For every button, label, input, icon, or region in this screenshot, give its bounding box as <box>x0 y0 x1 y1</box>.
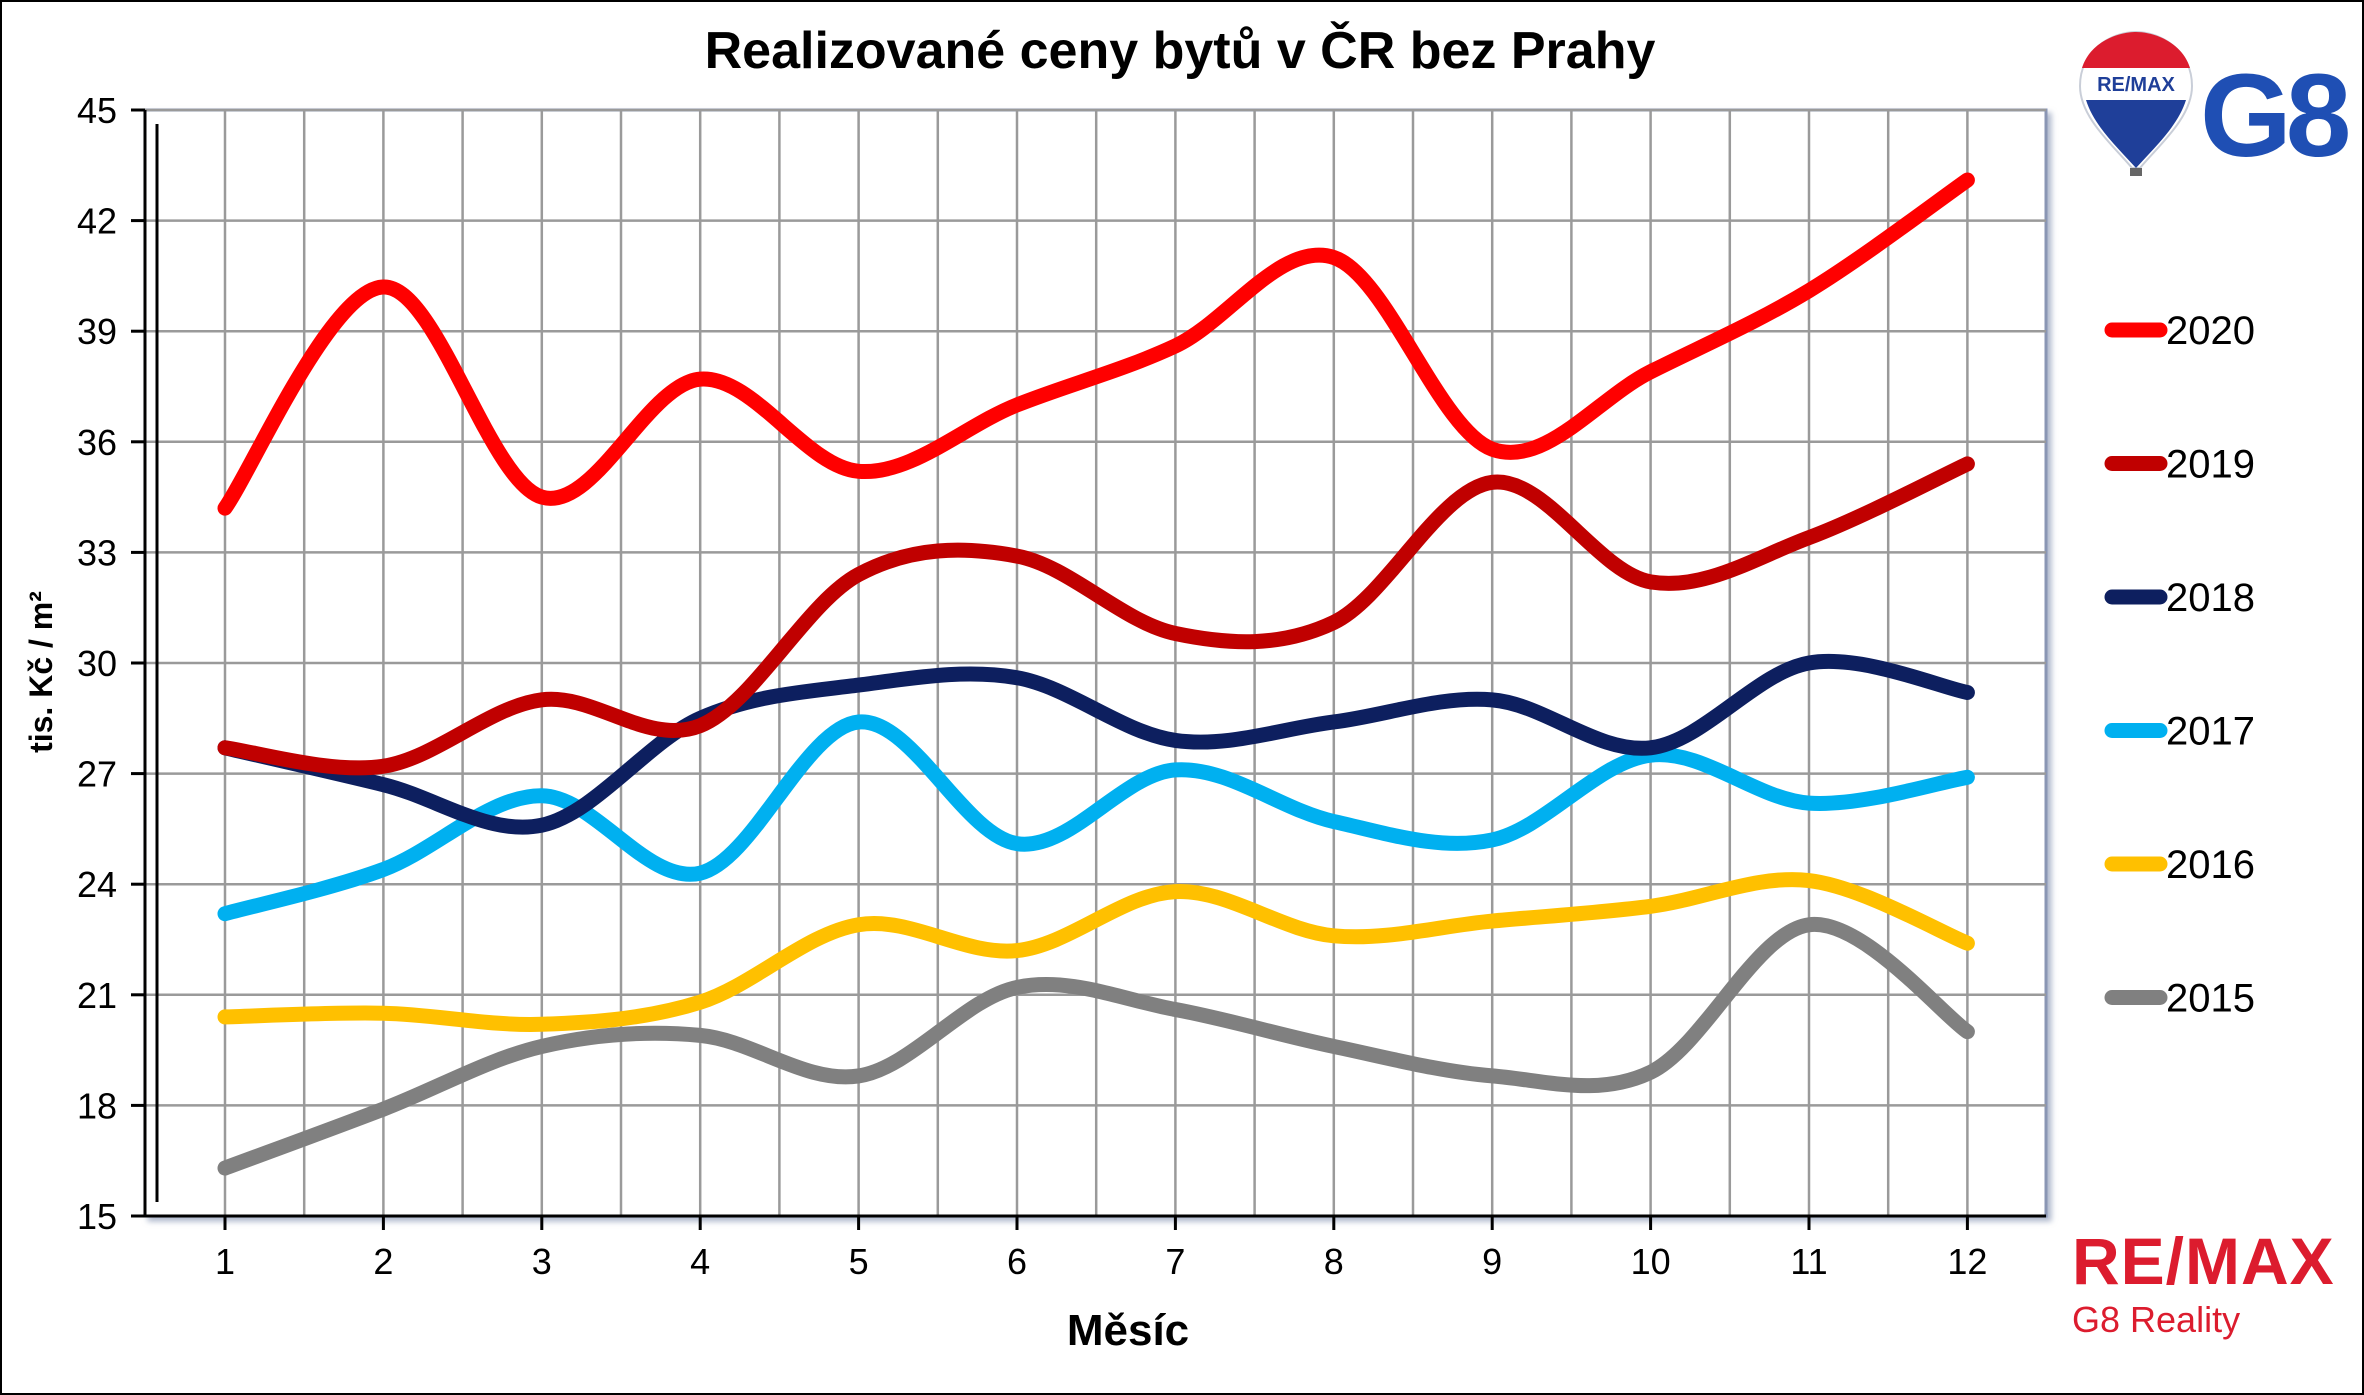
balloon-icon: RE/MAX <box>2078 30 2194 176</box>
series-lines <box>217 172 1975 1176</box>
y-tick-label: 30 <box>77 643 117 684</box>
series-line-2020 <box>217 172 1975 516</box>
legend-label: 2020 <box>2166 309 2255 353</box>
y-tick-label: 21 <box>77 975 117 1016</box>
x-tick-label: 9 <box>1482 1241 1502 1282</box>
brand-block: RE/MAX G8 Reality <box>2072 1228 2352 1342</box>
x-tick-label: 4 <box>690 1241 710 1282</box>
legend-label: 2015 <box>2166 977 2255 1021</box>
legend-label: 2018 <box>2166 576 2255 620</box>
legend-label: 2019 <box>2166 443 2255 487</box>
legend: 2020 2019 2018 2017 2016 2015 <box>2104 309 2255 1021</box>
y-tick-labels: 15 18 21 24 27 30 33 36 39 42 45 <box>77 90 145 1237</box>
y-tick-label: 18 <box>77 1085 117 1126</box>
y-tick-label: 33 <box>77 532 117 573</box>
x-tick-label: 11 <box>1790 1241 1827 1282</box>
legend-item-2017: 2017 <box>2104 710 2255 754</box>
y-tick-label: 39 <box>77 311 117 352</box>
y-tick-label: 24 <box>77 864 117 905</box>
series-line-2018 <box>217 654 1975 835</box>
legend-item-2016: 2016 <box>2104 843 2255 887</box>
remax-g8-logo: RE/MAX G8 <box>2078 30 2354 178</box>
y-tick-label: 36 <box>77 422 117 463</box>
series-line-2016 <box>217 872 1975 1032</box>
x-tick-label: 7 <box>1165 1241 1185 1282</box>
brand-subtitle: G8 Reality <box>2072 1299 2241 1340</box>
brand-remax: RE/MAX <box>2072 1224 2335 1298</box>
legend-label: 2017 <box>2166 710 2255 754</box>
legend-item-2015: 2015 <box>2104 977 2255 1021</box>
y-tick-label: 42 <box>77 201 117 242</box>
legend-item-2019: 2019 <box>2104 443 2255 487</box>
series-line-2019 <box>217 456 1975 776</box>
x-tick-label: 12 <box>1947 1241 1987 1282</box>
balloon-label: RE/MAX <box>2097 74 2175 96</box>
x-tick-label: 8 <box>1324 1241 1344 1282</box>
x-tick-label: 6 <box>1007 1241 1027 1282</box>
y-tick-label: 27 <box>77 754 117 795</box>
y-tick-label: 15 <box>77 1196 117 1237</box>
x-tick-label: 1 <box>215 1241 235 1282</box>
chart-title: Realizované ceny bytů v ČR bez Prahy <box>705 21 1656 80</box>
legend-item-2018: 2018 <box>2104 576 2255 620</box>
g8-logo-text: G8 <box>2200 50 2348 178</box>
x-tick-label: 2 <box>373 1241 393 1282</box>
x-tick-labels: 1 2 3 4 5 6 7 8 9 10 11 12 <box>215 1216 1987 1282</box>
series-line-2015 <box>217 917 1975 1176</box>
x-tick-label: 10 <box>1631 1241 1671 1282</box>
legend-label: 2016 <box>2166 843 2255 887</box>
x-axis-label: Měsíc <box>1067 1306 1189 1355</box>
legend-item-2020: 2020 <box>2104 309 2255 353</box>
x-tick-label: 5 <box>849 1241 869 1282</box>
x-tick-label: 3 <box>532 1241 552 1282</box>
y-tick-label: 45 <box>77 90 117 131</box>
y-axis-label: tis. Kč / m² <box>23 591 59 753</box>
